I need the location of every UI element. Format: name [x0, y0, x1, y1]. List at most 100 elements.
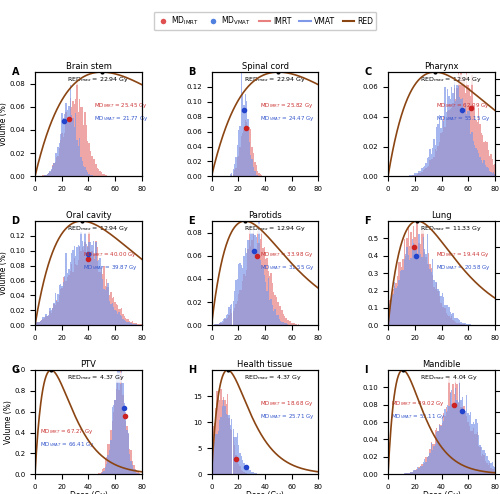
Bar [138, 324, 140, 325]
Bar [68, 106, 70, 176]
Bar [410, 472, 412, 474]
Bar [481, 160, 482, 176]
Bar [222, 400, 223, 474]
Bar [448, 307, 450, 325]
Bar [109, 444, 110, 474]
Bar [82, 242, 83, 325]
Bar [91, 246, 92, 325]
Bar [240, 69, 242, 176]
Bar [246, 101, 248, 176]
Bar [440, 128, 442, 176]
Bar [132, 461, 133, 474]
Bar [108, 287, 109, 325]
Bar [256, 174, 257, 176]
Bar [83, 166, 84, 176]
Bar [400, 262, 401, 325]
Bar [492, 173, 493, 176]
Bar [78, 112, 79, 176]
Bar [392, 293, 393, 325]
Bar [223, 397, 224, 474]
Bar [264, 275, 265, 325]
Text: C: C [364, 67, 372, 77]
Bar [64, 277, 66, 325]
Text: RED$_{max}$ = 22.94 Gy: RED$_{max}$ = 22.94 Gy [67, 75, 130, 84]
Bar [412, 247, 413, 325]
Bar [494, 467, 496, 474]
Bar [397, 276, 398, 325]
Legend: MD$_{\rm IMRT}$, MD$_{\rm VMAT}$, IMRT, VMAT, RED: MD$_{\rm IMRT}$, MD$_{\rm VMAT}$, IMRT, … [154, 12, 376, 30]
Bar [236, 433, 238, 474]
Bar [49, 171, 50, 176]
Bar [426, 234, 428, 325]
Bar [54, 163, 56, 176]
Bar [447, 111, 448, 176]
Bar [405, 473, 406, 474]
Bar [406, 247, 408, 325]
Bar [448, 316, 450, 325]
Bar [212, 444, 214, 474]
Bar [448, 96, 450, 176]
Bar [408, 255, 409, 325]
Bar [50, 313, 52, 325]
Bar [42, 317, 44, 325]
Bar [134, 471, 136, 474]
Bar [480, 157, 481, 176]
Bar [474, 107, 476, 176]
Text: RED$_{max}$ = 12.94 Gy: RED$_{max}$ = 12.94 Gy [67, 224, 130, 233]
Bar [253, 166, 254, 176]
Bar [67, 111, 68, 176]
Bar [422, 167, 424, 176]
Bar [232, 174, 234, 176]
Text: MD$_{VMAT}$ = 21.77 Gy: MD$_{VMAT}$ = 21.77 Gy [94, 114, 148, 123]
Bar [112, 298, 113, 325]
Bar [424, 168, 426, 176]
Bar [100, 171, 102, 176]
Bar [234, 170, 235, 176]
Bar [417, 467, 418, 474]
Bar [467, 324, 468, 325]
Bar [455, 388, 456, 474]
Bar [409, 473, 410, 474]
Bar [130, 450, 132, 474]
Bar [232, 300, 234, 325]
Bar [490, 468, 492, 474]
Bar [394, 282, 396, 325]
Bar [404, 473, 405, 474]
Bar [430, 442, 432, 474]
Bar [436, 282, 438, 325]
Bar [136, 470, 137, 474]
Bar [56, 157, 58, 176]
Bar [434, 282, 436, 325]
Bar [75, 264, 76, 325]
Bar [470, 431, 472, 474]
Bar [390, 299, 392, 325]
Text: MD$_{VMAT}$ = 55.15 Gy: MD$_{VMAT}$ = 55.15 Gy [436, 114, 491, 123]
Bar [244, 276, 246, 325]
Bar [416, 249, 417, 325]
Bar [493, 466, 494, 474]
Bar [472, 422, 474, 474]
Bar [113, 405, 114, 474]
Bar [392, 295, 393, 325]
Bar [250, 155, 252, 176]
Bar [257, 243, 258, 325]
Bar [438, 291, 439, 325]
Bar [37, 322, 38, 325]
Bar [456, 88, 458, 176]
Bar [90, 242, 91, 325]
Bar [468, 88, 470, 176]
Bar [234, 445, 235, 474]
Bar [258, 243, 260, 325]
Bar [117, 327, 118, 474]
Bar [40, 321, 41, 325]
Bar [102, 472, 104, 474]
Bar [223, 319, 224, 325]
Bar [71, 253, 72, 325]
Bar [46, 174, 48, 176]
Bar [232, 429, 234, 474]
Bar [118, 390, 120, 474]
Bar [472, 105, 474, 176]
Bar [417, 174, 418, 176]
Text: MD$_{IMRT}$ = 40.00 Gy: MD$_{IMRT}$ = 40.00 Gy [83, 250, 137, 259]
Bar [428, 264, 430, 325]
